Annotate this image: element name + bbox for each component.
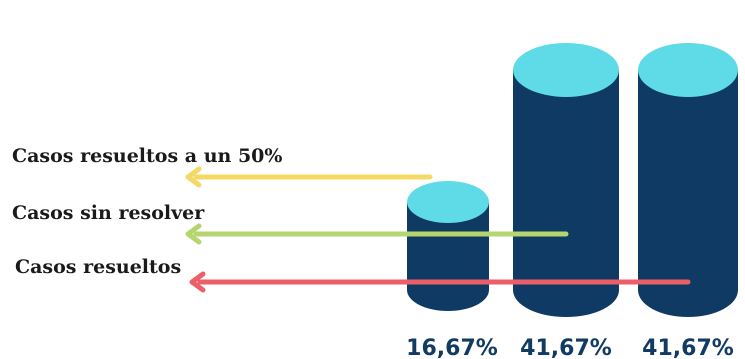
value-label-resolved-50: 16,67% bbox=[406, 336, 498, 359]
arrow-unresolved bbox=[185, 223, 569, 245]
value-label-resolved: 41,67% bbox=[642, 336, 734, 359]
arrow-resolved-50 bbox=[185, 166, 433, 188]
cylinder-body-unresolved bbox=[513, 69, 619, 318]
legend-label-resolved-50: Casos resueltos a un 50% bbox=[12, 145, 282, 167]
arrow-head-unresolved bbox=[185, 223, 202, 245]
legend-arrows bbox=[185, 166, 691, 293]
value-labels: 16,67% 41,67% 41,67% bbox=[406, 336, 734, 359]
arrow-head-resolved bbox=[189, 271, 206, 293]
cylinder-top-resolved bbox=[638, 42, 738, 97]
legend-label-resolved: Casos resueltos bbox=[15, 256, 181, 278]
cylinder-bars bbox=[407, 42, 738, 318]
arrow-resolved bbox=[189, 271, 691, 293]
legend-label-unresolved: Casos sin resolver bbox=[12, 202, 205, 224]
cylinder-bar-resolved-50 bbox=[407, 180, 489, 311]
value-label-unresolved: 41,67% bbox=[520, 336, 612, 359]
cylinder-body-resolved bbox=[638, 69, 738, 318]
legend: Casos resueltos a un 50% Casos sin resol… bbox=[12, 145, 282, 278]
arrow-head-resolved-50 bbox=[185, 166, 202, 188]
cylinder-top-resolved-50 bbox=[407, 180, 489, 223]
cylinder-bar-unresolved bbox=[513, 42, 619, 318]
cylinder-bar-resolved bbox=[638, 42, 738, 318]
cylinder-top-unresolved bbox=[513, 42, 619, 97]
